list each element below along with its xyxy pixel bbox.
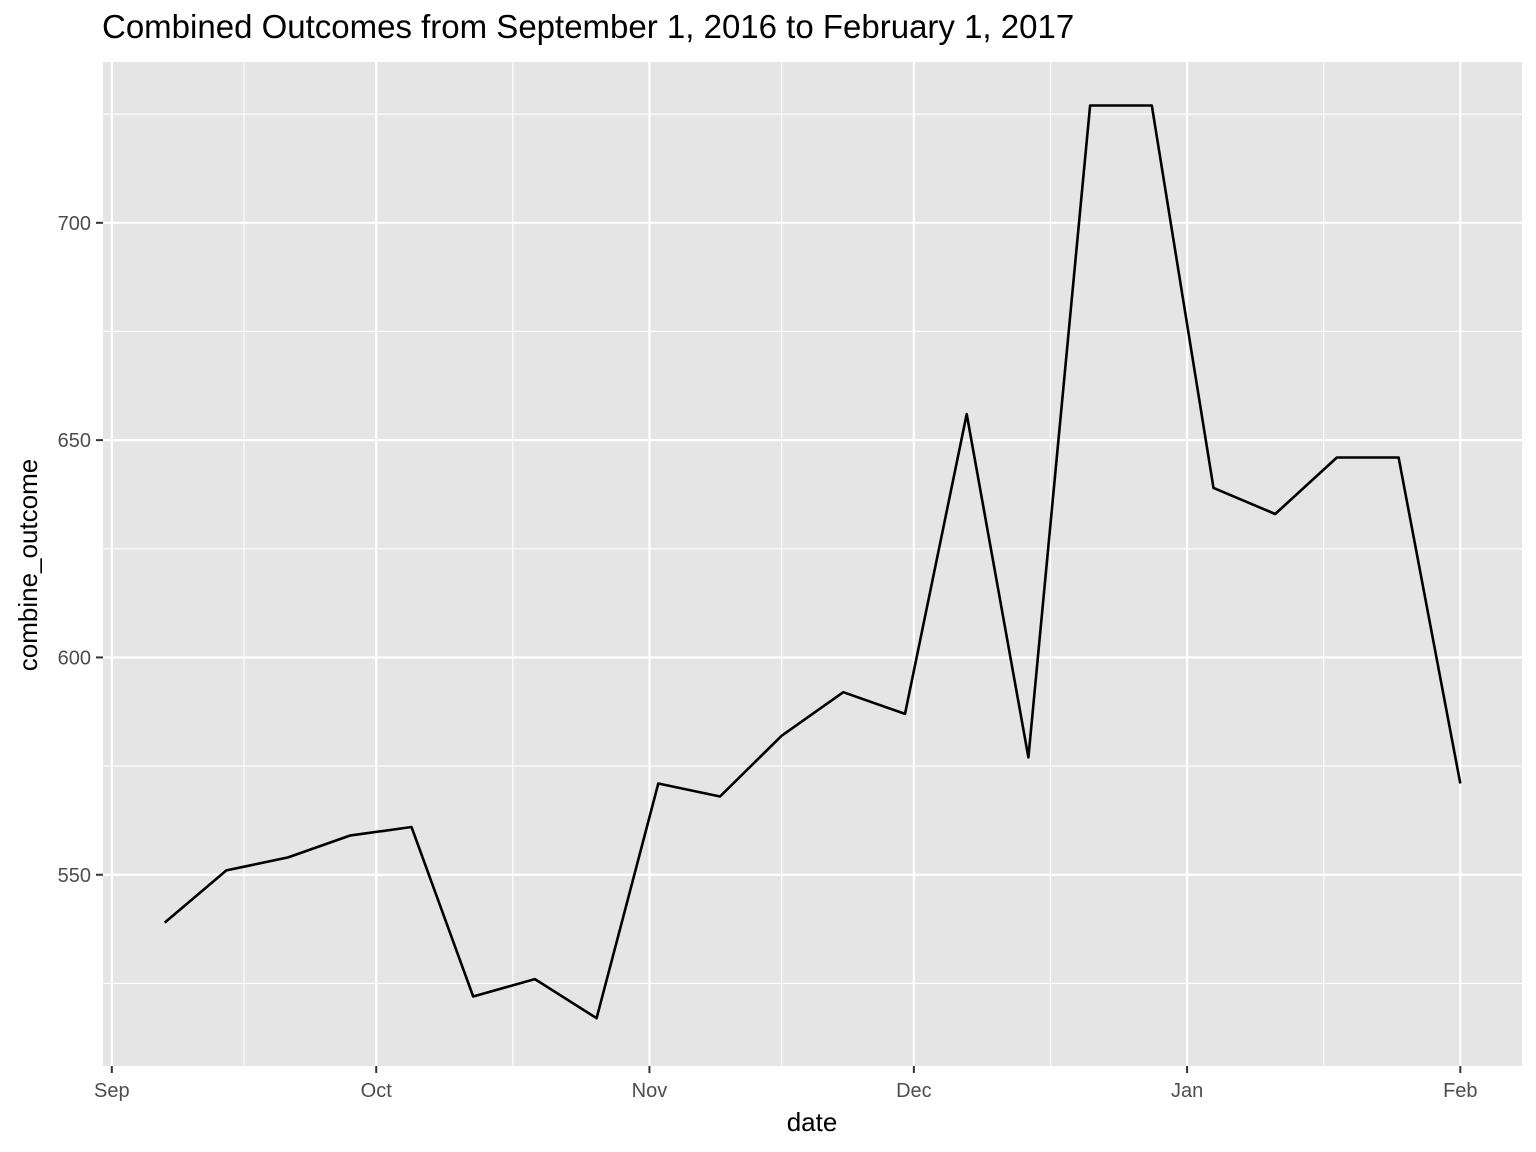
x-tick-label: Jan [1171,1080,1203,1102]
y-tick-label: 650 [58,430,91,452]
y-axis-title: combine_outcome [13,459,43,671]
y-tick-label: 700 [58,213,91,235]
y-axis: 550 600 650 700 [58,213,103,887]
x-tick-label: Dec [896,1080,932,1102]
plot-panel [103,62,1522,1066]
x-tick-label: Feb [1443,1080,1477,1102]
x-tick-label: Nov [632,1080,668,1102]
x-axis-title: date [787,1107,838,1137]
x-axis: Sep Oct Nov Dec Jan Feb [94,1066,1478,1102]
major-gridlines [103,62,1522,1066]
y-tick-label: 550 [58,865,91,887]
minor-gridlines [103,62,1522,1066]
chart-title: Combined Outcomes from September 1, 2016… [102,8,1075,45]
series-line [163,104,1462,1020]
y-tick-label: 600 [58,647,91,669]
x-tick-label: Sep [94,1080,130,1102]
x-tick-label: Oct [361,1080,393,1102]
